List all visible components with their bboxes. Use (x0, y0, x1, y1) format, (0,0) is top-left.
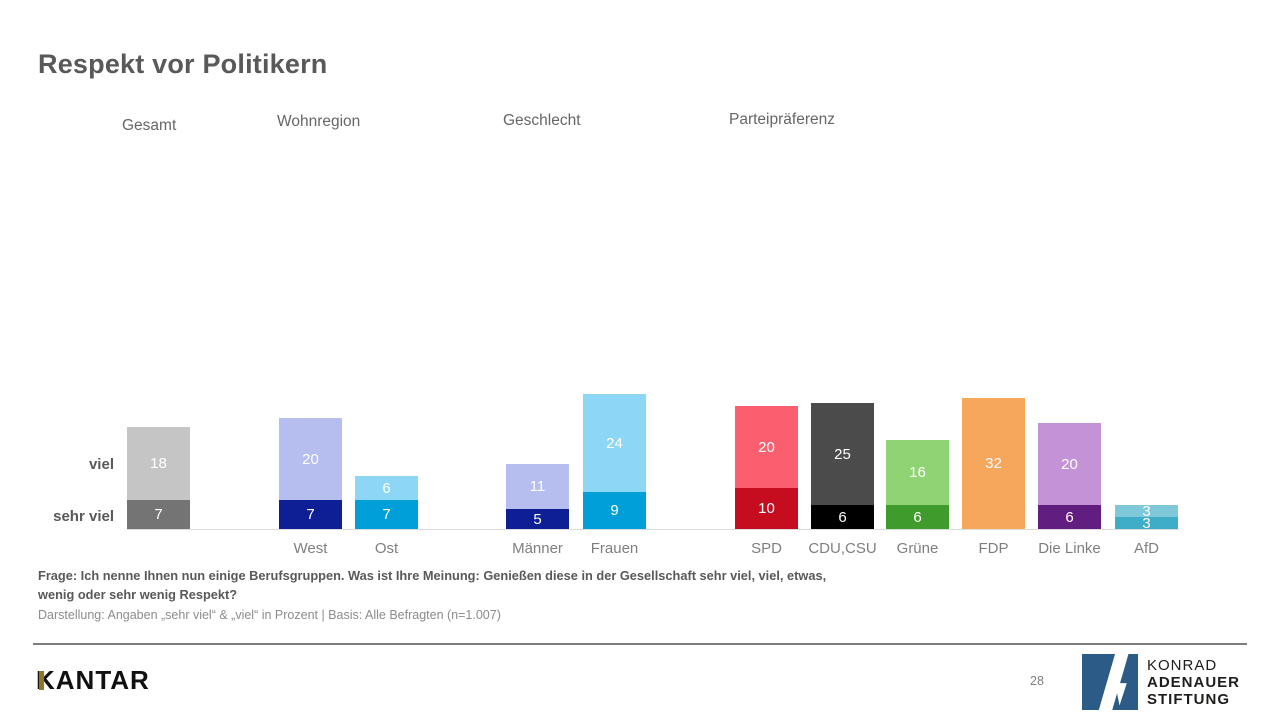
category-label: West (293, 540, 328, 557)
bar-segment-sehr-viel: 6 (886, 505, 949, 529)
bar-segment-viel: 18 (127, 427, 190, 500)
group-header: Parteipräferenz (729, 111, 835, 128)
category-label: Die Linke (1038, 540, 1101, 557)
bar-value-label: 18 (150, 455, 167, 472)
bar-segment-viel: 20 (279, 418, 342, 500)
group-header: Geschlecht (503, 112, 581, 129)
group-header: Gesamt (122, 117, 177, 134)
bar-segment-sehr-viel: 5 (506, 509, 569, 529)
kas-logo-line1: KONRAD (1147, 657, 1218, 674)
bar-value-label: 3 (1142, 502, 1151, 520)
bar-segment-viel: 20 (735, 406, 798, 488)
bar-value-label: 6 (1065, 508, 1074, 526)
footnote: Frage: Ich nenne Ihnen nun einige Berufs… (38, 566, 826, 625)
category-label: AfD (1133, 540, 1160, 557)
x-axis-line (127, 529, 1179, 530)
footnote-question-line2: wenig oder sehr wenig Respekt? (38, 587, 238, 602)
bar-segment-sehr-viel: 3 (1115, 514, 1178, 532)
bar-value-label: 9 (610, 502, 619, 519)
bar-value-label: 7 (154, 506, 163, 523)
kantar-logo-gold-accent (39, 671, 44, 690)
bar-segment-viel: 11 (506, 464, 569, 509)
row-label-sehr-viel: sehr viel (53, 508, 114, 525)
bar-value-label: 20 (302, 450, 319, 468)
bar-value-label: 3 (1142, 514, 1151, 532)
bar-value-label: 32 (985, 455, 1002, 472)
bar-segment-sehr-viel: 6 (811, 505, 874, 529)
kas-logo-line2: ADENAUER (1147, 674, 1241, 691)
kantar-logo: KANTAR (36, 665, 150, 695)
category-label: Ost (374, 540, 399, 557)
bar-segment-sehr-viel: 7 (279, 500, 342, 529)
bar-m-nner: 11 5 (506, 464, 569, 529)
bar-frauen: 24 9 (583, 394, 646, 529)
bar-segment-sehr-viel: 9 (583, 492, 646, 529)
bar-segment-sehr-viel: 7 (127, 500, 190, 529)
bar-west: 20 7 (279, 418, 342, 529)
kas-logo-text: KONRAD ADENAUER STIFTUNG (1147, 654, 1240, 708)
bar-value-label: 25 (834, 445, 851, 463)
bar-value-label: 10 (758, 500, 775, 517)
category-label: Grüne (896, 540, 939, 557)
bar-value-label: 7 (382, 506, 391, 523)
kas-logo-mark (1082, 654, 1138, 710)
bar-segment-viel: 20 (1038, 423, 1101, 505)
footer-divider (33, 643, 1247, 645)
footnote-question-line1: Frage: Ich nenne Ihnen nun einige Berufs… (38, 568, 827, 583)
bar-die-linke: 20 6 (1038, 423, 1101, 529)
footnote-source-line: Darstellung: Angaben „sehr viel“ & „viel… (38, 608, 501, 622)
kas-logo: KONRAD ADENAUER STIFTUNG (1082, 654, 1240, 710)
bar-segment-viel: 24 (583, 394, 646, 492)
bar-value-label: 5 (533, 510, 542, 528)
bar-value-label: 24 (606, 434, 623, 452)
bar-value-label: 20 (1061, 455, 1078, 473)
kas-logo-line3: STIFTUNG (1147, 691, 1230, 708)
bar-gr-ne: 16 6 (886, 440, 949, 529)
bar-segment-sehr-viel: 6 (1038, 505, 1101, 529)
bar-segment-viel: 32 (962, 398, 1025, 529)
page-title: Respekt vor Politikern (38, 49, 328, 79)
bar-spd: 20 10 (735, 406, 798, 529)
bar-segment-sehr-viel: 10 (735, 488, 798, 529)
category-label: Frauen (590, 540, 639, 557)
bar-segment-viel: 3 (1115, 502, 1178, 520)
bar-value-label: 11 (529, 478, 546, 495)
bar-segment-viel: 6 (355, 476, 418, 500)
category-label: Männer (512, 540, 563, 557)
bar-value-label: 6 (838, 508, 847, 526)
bar-segment-viel: 16 (886, 440, 949, 505)
bar-value-label: 16 (909, 464, 926, 481)
bar-segment-sehr-viel: 7 (355, 500, 418, 529)
group-header: Wohnregion (277, 113, 361, 130)
bar-segment-viel: 25 (811, 403, 874, 505)
row-label-viel: viel (88, 456, 114, 473)
bar-value-label: 7 (306, 506, 315, 523)
category-label: CDU,CSU (808, 540, 877, 557)
category-label: SPD (751, 540, 782, 557)
bar-value-label: 20 (758, 438, 775, 456)
bar-cdu-csu: 25 6 (811, 403, 874, 529)
page-number: 28 (1030, 674, 1044, 688)
bar-value-label: 6 (382, 479, 391, 497)
bar-gesamt: 18 7 (127, 427, 190, 529)
bar-value-label: 6 (913, 508, 922, 526)
category-label: FDP (978, 540, 1009, 557)
bar-fdp: 32 (962, 398, 1025, 529)
